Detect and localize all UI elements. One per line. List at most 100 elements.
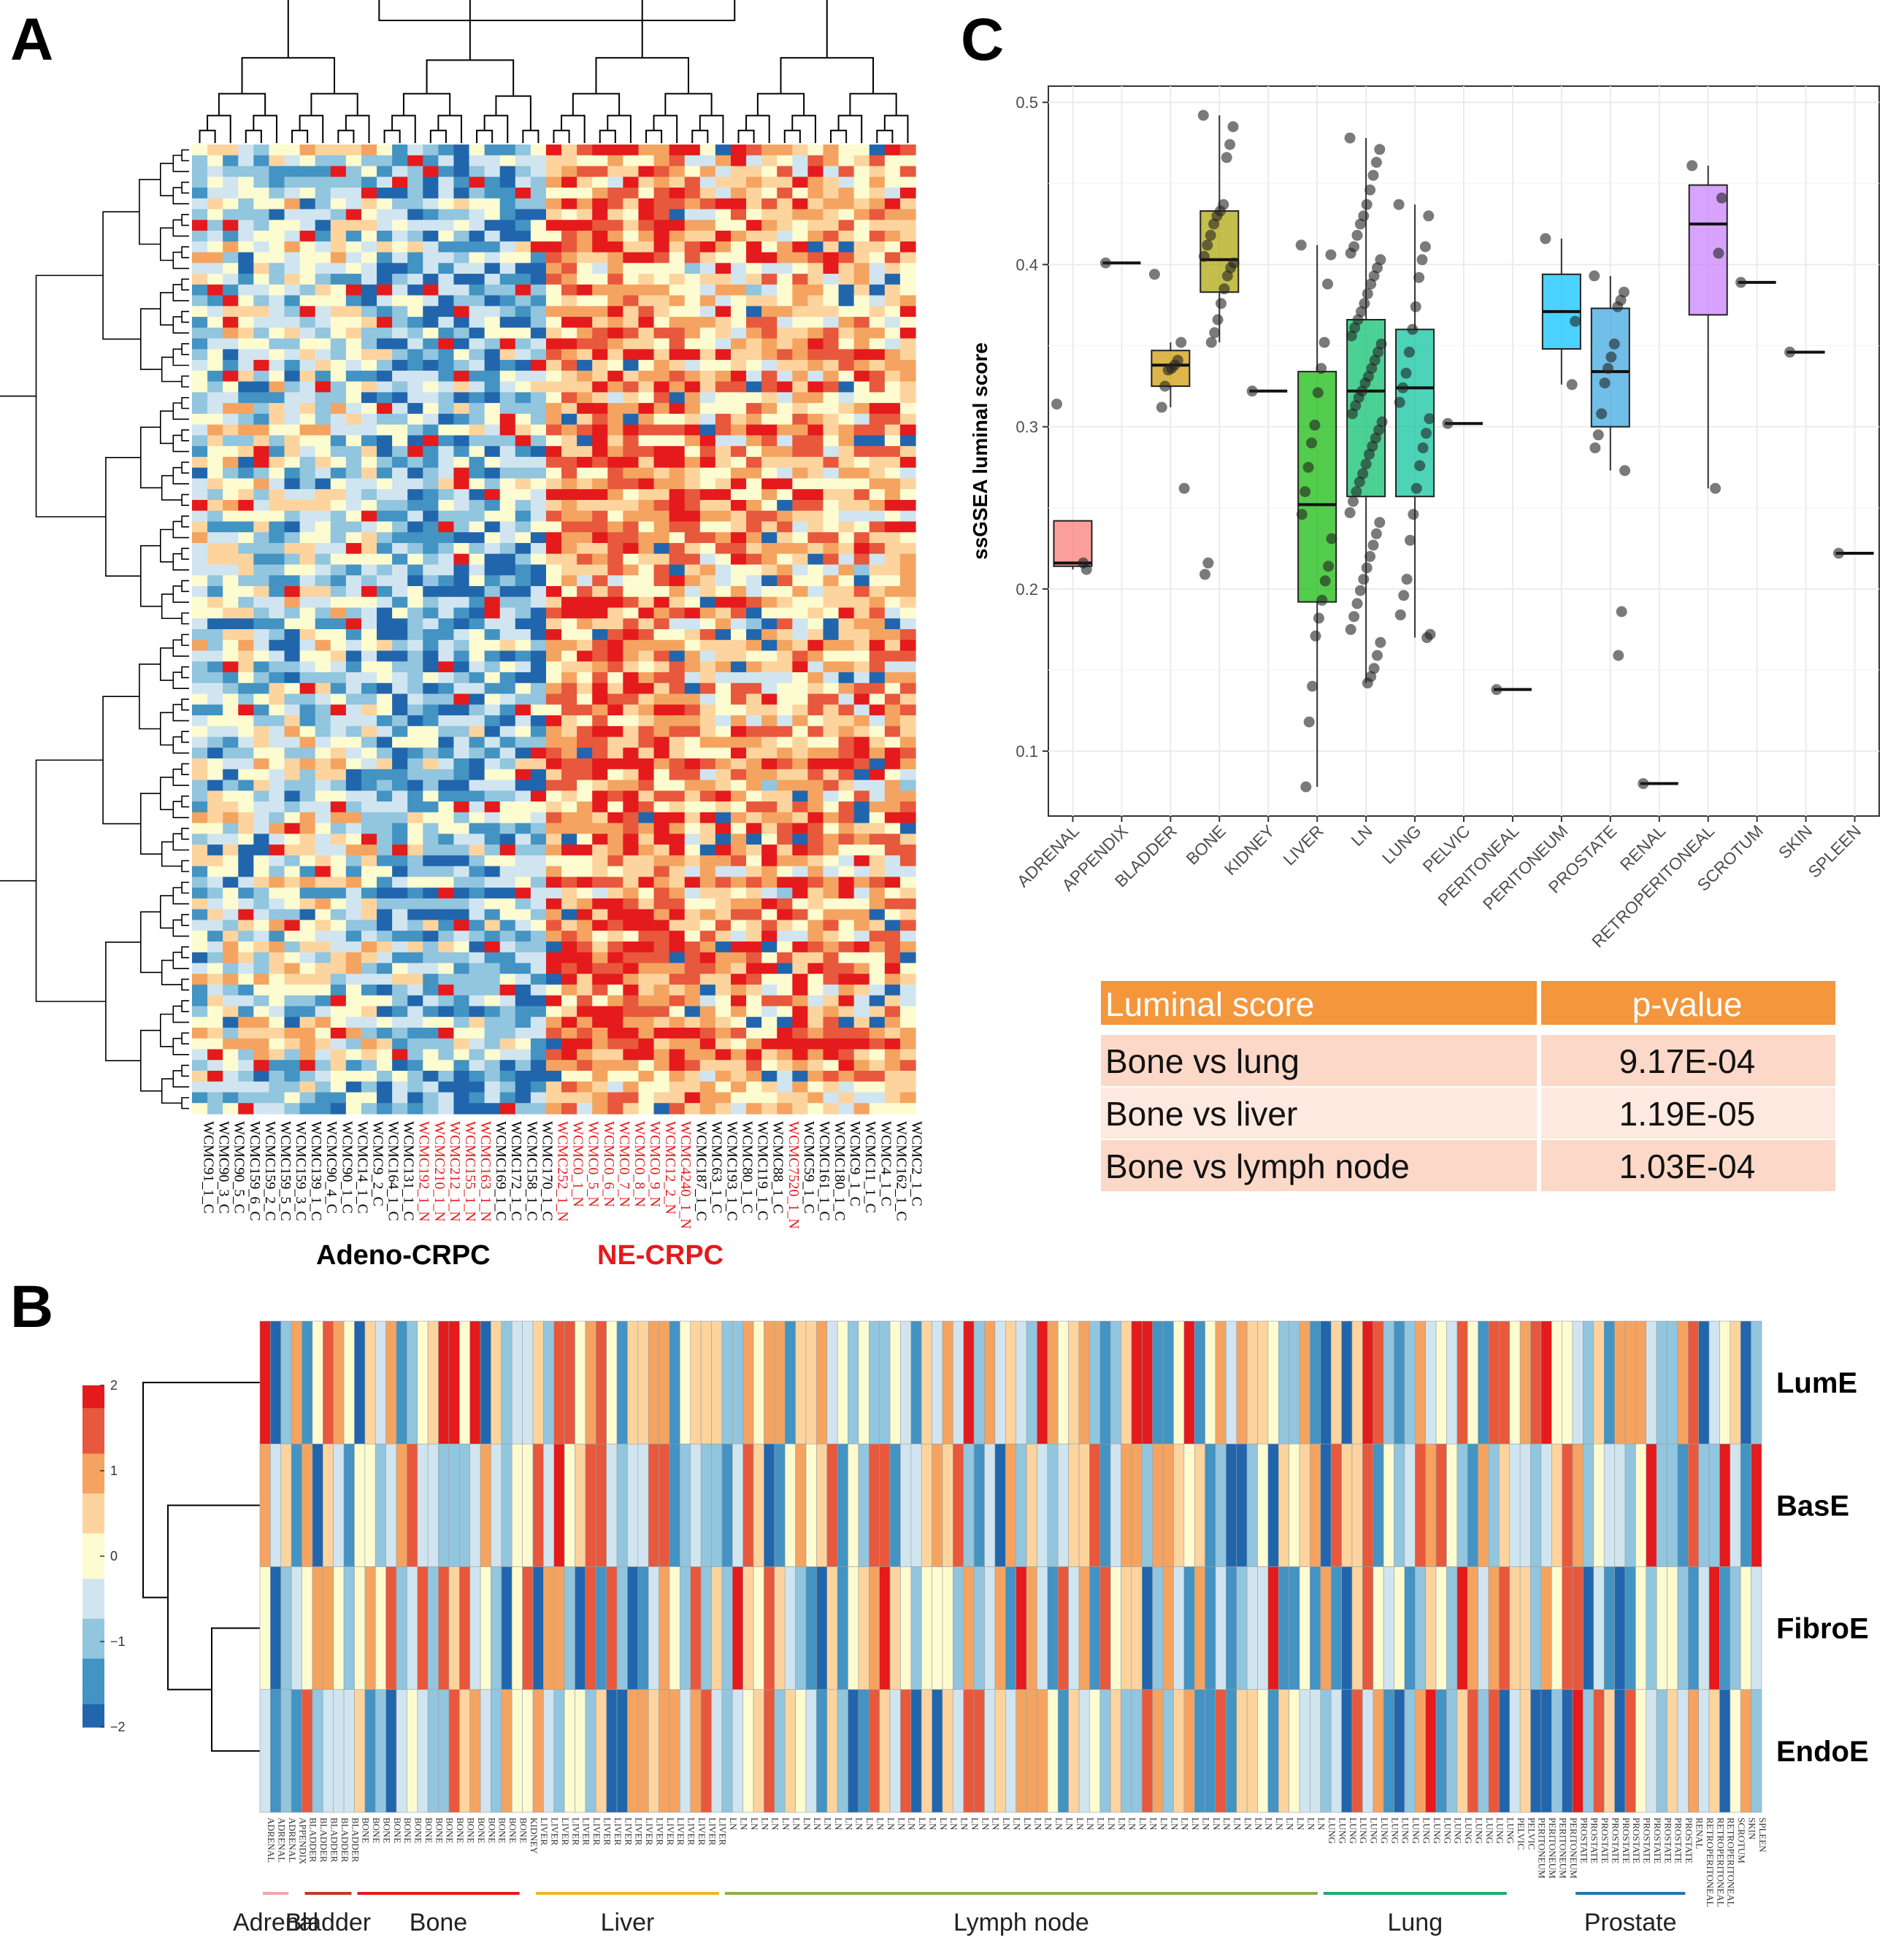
a-dendro-link (218, 93, 266, 116)
a-cell (438, 403, 455, 415)
a-cell (315, 198, 331, 210)
a-cell (699, 898, 716, 910)
a-cell (284, 1060, 301, 1071)
a-cell (223, 263, 239, 274)
a-cell (192, 1070, 208, 1082)
a-cell (746, 263, 762, 274)
a-cell (377, 145, 393, 156)
a-cell (499, 1103, 516, 1115)
a-cell (223, 145, 239, 156)
a-cell (453, 456, 470, 469)
a-cell (407, 715, 423, 727)
a-row-dendro-link (161, 356, 183, 382)
a-cell (499, 306, 516, 318)
a-cell (823, 790, 840, 802)
a-cell (761, 349, 778, 361)
a-cell (746, 866, 762, 877)
a-cell (899, 188, 916, 199)
a-cell (730, 241, 747, 253)
a-cell (746, 726, 762, 738)
a-cell (469, 349, 485, 361)
a-cell (284, 974, 301, 985)
a-cell (884, 446, 901, 458)
a-cell (577, 553, 593, 566)
a-cell (592, 241, 608, 253)
a-cell (315, 898, 331, 910)
a-cell (684, 984, 701, 996)
a-cell (530, 834, 547, 845)
a-cell (823, 198, 840, 210)
a-cell (545, 952, 562, 964)
b-cell (312, 1689, 323, 1813)
a-cell (315, 769, 331, 781)
b-cell (1540, 1566, 1552, 1690)
a-cell (192, 984, 208, 996)
a-cell (377, 360, 393, 372)
a-cell (899, 693, 916, 705)
a-cell (361, 1081, 377, 1093)
a-cell (377, 790, 393, 802)
a-cell (761, 499, 778, 512)
a-cell (453, 209, 470, 220)
a-cell (469, 780, 485, 791)
a-cell (330, 1081, 347, 1093)
a-cell (777, 478, 793, 490)
a-cell (761, 564, 778, 576)
a-cell (869, 220, 886, 231)
b-cell (1425, 1320, 1437, 1444)
b-cell (1037, 1443, 1048, 1567)
a-cell (561, 1092, 577, 1104)
a-cell (407, 338, 423, 350)
b-cell (427, 1566, 439, 1690)
a-cell (561, 1081, 577, 1093)
a-cell (899, 629, 916, 641)
a-cell (253, 1038, 270, 1050)
a-cell (607, 758, 623, 770)
a-cell (623, 188, 640, 199)
a-cell (853, 747, 870, 759)
a-cell (269, 812, 285, 824)
a-cell (669, 780, 686, 791)
a-cell (330, 489, 347, 501)
a-cell (223, 274, 239, 285)
a-cell (407, 974, 423, 985)
b-cell (921, 1320, 932, 1444)
a-cell (253, 888, 270, 899)
a-cell (823, 855, 840, 867)
a-cell (761, 715, 778, 727)
a-dendro-link (383, 129, 401, 143)
b-legend-swatch (82, 1544, 104, 1551)
a-cell (407, 542, 423, 555)
a-cell (207, 446, 223, 458)
a-cell (823, 618, 840, 630)
a-cell (345, 682, 362, 695)
a-cell (484, 575, 501, 587)
a-cell (284, 166, 301, 177)
a-cell (392, 877, 408, 888)
a-cell (761, 607, 778, 619)
a-cell (253, 1049, 270, 1061)
a-cell (838, 231, 855, 242)
a-cell (207, 877, 223, 888)
a-cell (515, 252, 531, 263)
a-cell (838, 220, 855, 231)
a-cell (823, 220, 840, 231)
a-cell (361, 220, 377, 231)
a-cell (761, 188, 778, 199)
b-cell (1267, 1320, 1279, 1444)
b-cell (407, 1443, 418, 1567)
a-cell (315, 726, 331, 738)
a-cell (330, 834, 347, 845)
a-row-dendro-link (181, 1000, 189, 1012)
a-cell (423, 542, 439, 555)
a-cell (330, 446, 347, 458)
a-cell (561, 499, 577, 512)
a-cell (423, 553, 439, 566)
a-cell (761, 327, 778, 339)
a-cell (838, 338, 855, 350)
a-cell (669, 499, 686, 512)
a-cell (623, 510, 640, 523)
a-cell (545, 877, 562, 888)
b-cell (1037, 1320, 1048, 1444)
a-cell (607, 338, 623, 350)
